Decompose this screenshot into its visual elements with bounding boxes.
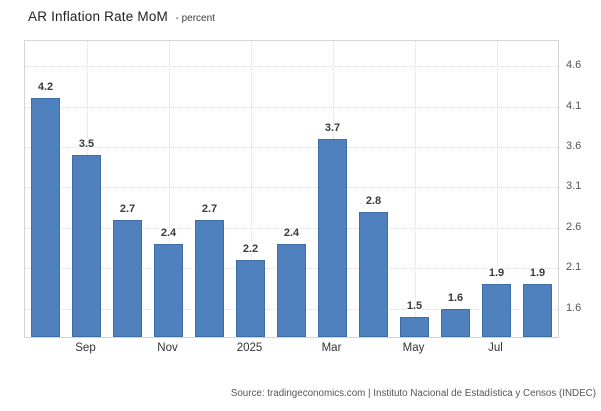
x-axis-tick-label: Jul [488, 342, 503, 354]
x-axis-tick-label: 2025 [236, 342, 263, 354]
bar[interactable] [154, 243, 183, 337]
bar-value-label: 1.9 [529, 267, 546, 280]
bar-value-label: 1.5 [406, 299, 423, 312]
bar-value-label: 3.5 [78, 138, 95, 151]
gridline-horizontal [25, 146, 558, 148]
y-axis-tick-label: 3.1 [566, 180, 582, 193]
bar[interactable] [113, 219, 142, 337]
bar[interactable] [195, 219, 224, 337]
y-axis-tick-label: 3.6 [566, 139, 582, 152]
bar-value-label: 2.2 [242, 243, 259, 256]
y-axis-tick-label: 2.1 [566, 261, 582, 274]
bar-value-label: 3.7 [324, 121, 341, 134]
chart-title: AR Inflation Rate MoM [28, 9, 169, 24]
bar[interactable] [318, 138, 347, 337]
y-axis-tick-label: 4.6 [566, 59, 582, 72]
bar-value-label: 2.4 [283, 226, 300, 239]
x-axis-tick-label: Sep [75, 342, 96, 354]
x-axis-tick-label: Mar [321, 342, 342, 354]
gridline-horizontal [25, 66, 558, 68]
gridline-horizontal [25, 227, 558, 229]
bar-value-label: 1.9 [488, 267, 505, 280]
bar[interactable] [277, 243, 306, 337]
source-attribution: Source: tradingeconomics.com | Instituto… [230, 388, 596, 399]
gridline-horizontal [25, 187, 558, 189]
y-axis-tick-label: 2.6 [566, 220, 582, 233]
chart-subtitle: - percent [175, 13, 215, 24]
plot-area: 4.2 3.5 2.7 2.4 2.7 2.2 2.4 3.7 2.8 1.5 1.6 1.9 1.9 [24, 40, 559, 338]
bar-value-label: 2.4 [160, 226, 177, 239]
bar[interactable] [72, 155, 101, 337]
bar[interactable] [400, 316, 429, 337]
gridline-vertical [414, 41, 416, 337]
bar[interactable] [482, 284, 511, 337]
bar[interactable] [441, 308, 470, 337]
x-axis-tick-label: May [402, 342, 425, 354]
bar-value-label: 4.2 [37, 81, 54, 94]
gridline-vertical [168, 41, 170, 337]
bar[interactable] [359, 211, 388, 337]
y-axis-tick-label: 1.6 [566, 301, 582, 314]
bar-value-label: 2.8 [365, 194, 382, 207]
bar[interactable] [236, 260, 265, 337]
bar-value-label: 2.7 [119, 202, 136, 215]
gridline-vertical [250, 41, 252, 337]
gridline-horizontal [25, 106, 558, 108]
chart-header: AR Inflation Rate MoM - percent [28, 8, 215, 26]
bar[interactable] [523, 284, 552, 337]
bar-value-label: 2.7 [201, 202, 218, 215]
bar[interactable] [31, 98, 60, 337]
x-axis-tick-label: Nov [157, 342, 178, 354]
bar-value-label: 1.6 [447, 291, 464, 304]
y-axis-tick-label: 4.1 [566, 99, 582, 112]
gridline-vertical [496, 41, 498, 337]
